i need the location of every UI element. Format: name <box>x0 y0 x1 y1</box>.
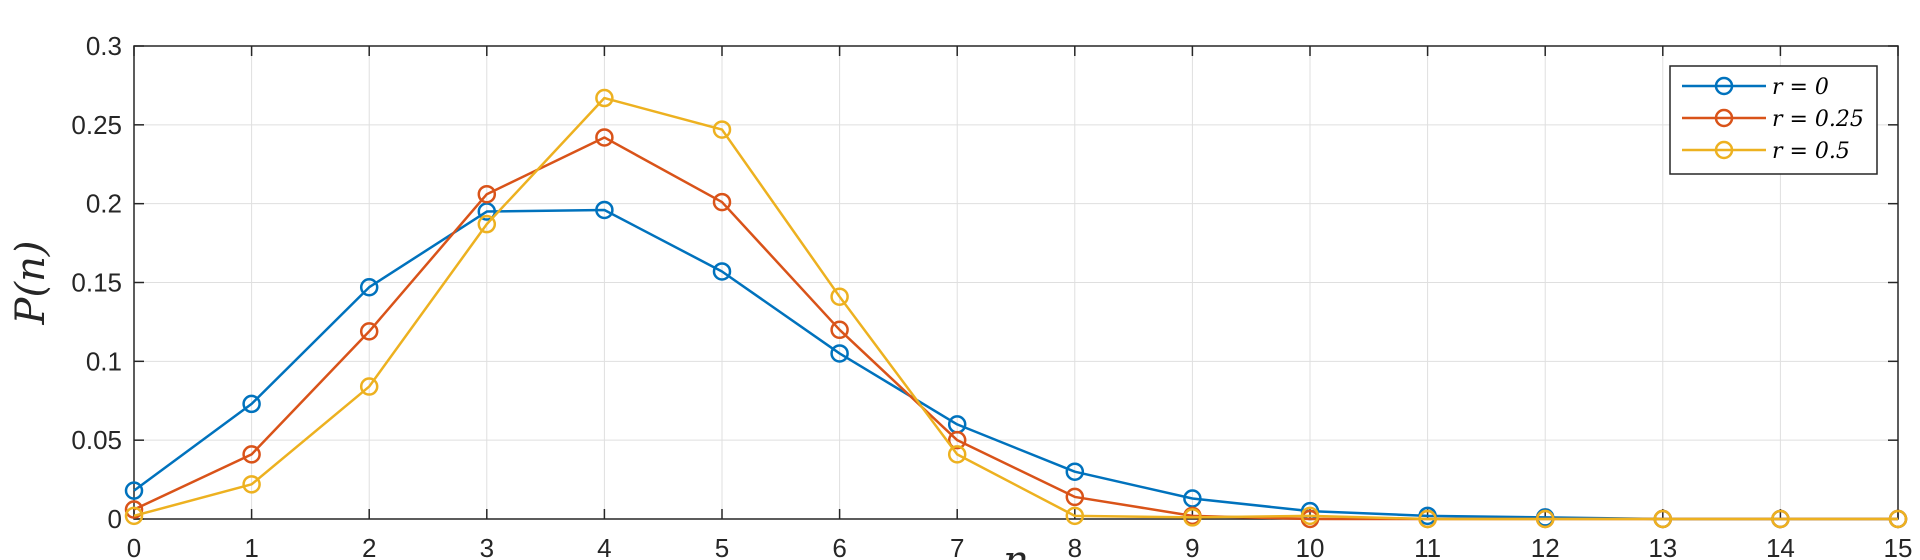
data-point <box>830 287 849 306</box>
x-tick-label: 3 <box>480 533 494 560</box>
x-tick-label: 11 <box>1414 533 1441 560</box>
data-point <box>242 445 261 464</box>
legend-label: r = 0.5 <box>1772 139 1850 164</box>
legend-marker <box>1714 76 1734 96</box>
x-tick-label: 12 <box>1531 533 1560 560</box>
x-tick-label: 13 <box>1648 533 1677 560</box>
data-point <box>830 320 849 340</box>
legend-marker <box>1714 140 1734 160</box>
y-tick-label: 0.25 <box>71 110 122 140</box>
axis-ticks: 0 1 2 3 4 5 6 7 8 9 10 11 12 13 14 1500.050.10.150.20.2… <box>71 31 1912 560</box>
data-point <box>712 262 732 281</box>
data-point <box>359 377 379 396</box>
data-point <box>947 430 967 450</box>
x-tick-label: 15 <box>1884 533 1913 560</box>
data-point <box>242 394 261 414</box>
data-point <box>1065 487 1085 507</box>
data-point <box>595 88 614 108</box>
series-line <box>133 136 1898 521</box>
x-tick-label: 10 <box>1296 533 1325 560</box>
data-point <box>1300 506 1320 526</box>
data-point <box>124 500 144 519</box>
x-tick-label: 6 <box>832 533 846 560</box>
data-point <box>124 481 144 500</box>
data-point <box>1418 509 1437 529</box>
legend-box <box>1669 65 1878 175</box>
data-point <box>1888 509 1908 529</box>
series-1 <box>124 128 1908 529</box>
x-tick-label: 7 <box>950 533 964 560</box>
x-tick-label: 9 <box>1185 533 1199 560</box>
data-point <box>477 184 497 204</box>
x-tick-label: 4 <box>597 533 611 560</box>
x-tick-label: 2 <box>362 533 376 560</box>
y-tick-label: 0.15 <box>71 268 122 298</box>
x-tick-label: 0 <box>127 533 141 560</box>
data-point <box>1183 489 1202 508</box>
y-axis-label: P(n) <box>8 241 54 326</box>
y-tick-label: 0.1 <box>86 346 122 376</box>
data-point <box>1183 508 1202 527</box>
legend-label: r = 0 <box>1772 75 1829 100</box>
data-point <box>1653 509 1673 529</box>
y-tick-label: 0.05 <box>71 425 122 455</box>
series-2 <box>124 88 1908 529</box>
series-0 <box>124 200 1908 529</box>
x-tick-label: 1 <box>244 533 258 560</box>
x-tick-label: 5 <box>715 533 729 560</box>
data-point <box>595 128 614 147</box>
data-point <box>359 277 379 297</box>
x-tick-label: 8 <box>1068 533 1082 560</box>
series-line <box>133 208 1898 521</box>
data-point <box>477 214 497 234</box>
data-point <box>947 445 967 464</box>
y-tick-label: 0 <box>108 504 122 534</box>
data-point <box>1771 509 1790 529</box>
x-axis-label: n <box>1003 538 1029 560</box>
legend: r = 0 r = 0.25 r = 0.5 <box>1669 65 1878 175</box>
data-point <box>359 322 379 341</box>
data-point <box>595 200 614 220</box>
data-point <box>242 475 261 494</box>
y-tick-label: 0.2 <box>86 189 122 219</box>
legend-label: r = 0.25 <box>1772 107 1864 132</box>
legend-marker <box>1714 108 1734 128</box>
data-point <box>1065 506 1085 526</box>
data-point <box>712 120 732 139</box>
y-tick-label: 0.3 <box>86 31 122 61</box>
data-point <box>124 506 144 526</box>
data-point <box>1065 462 1085 481</box>
data-point <box>830 344 849 363</box>
series-line <box>133 96 1898 521</box>
x-tick-label: 14 <box>1766 533 1795 560</box>
data-point <box>477 202 497 221</box>
data-point <box>1535 509 1555 529</box>
data-point <box>712 192 732 212</box>
series-layer <box>124 88 1908 529</box>
